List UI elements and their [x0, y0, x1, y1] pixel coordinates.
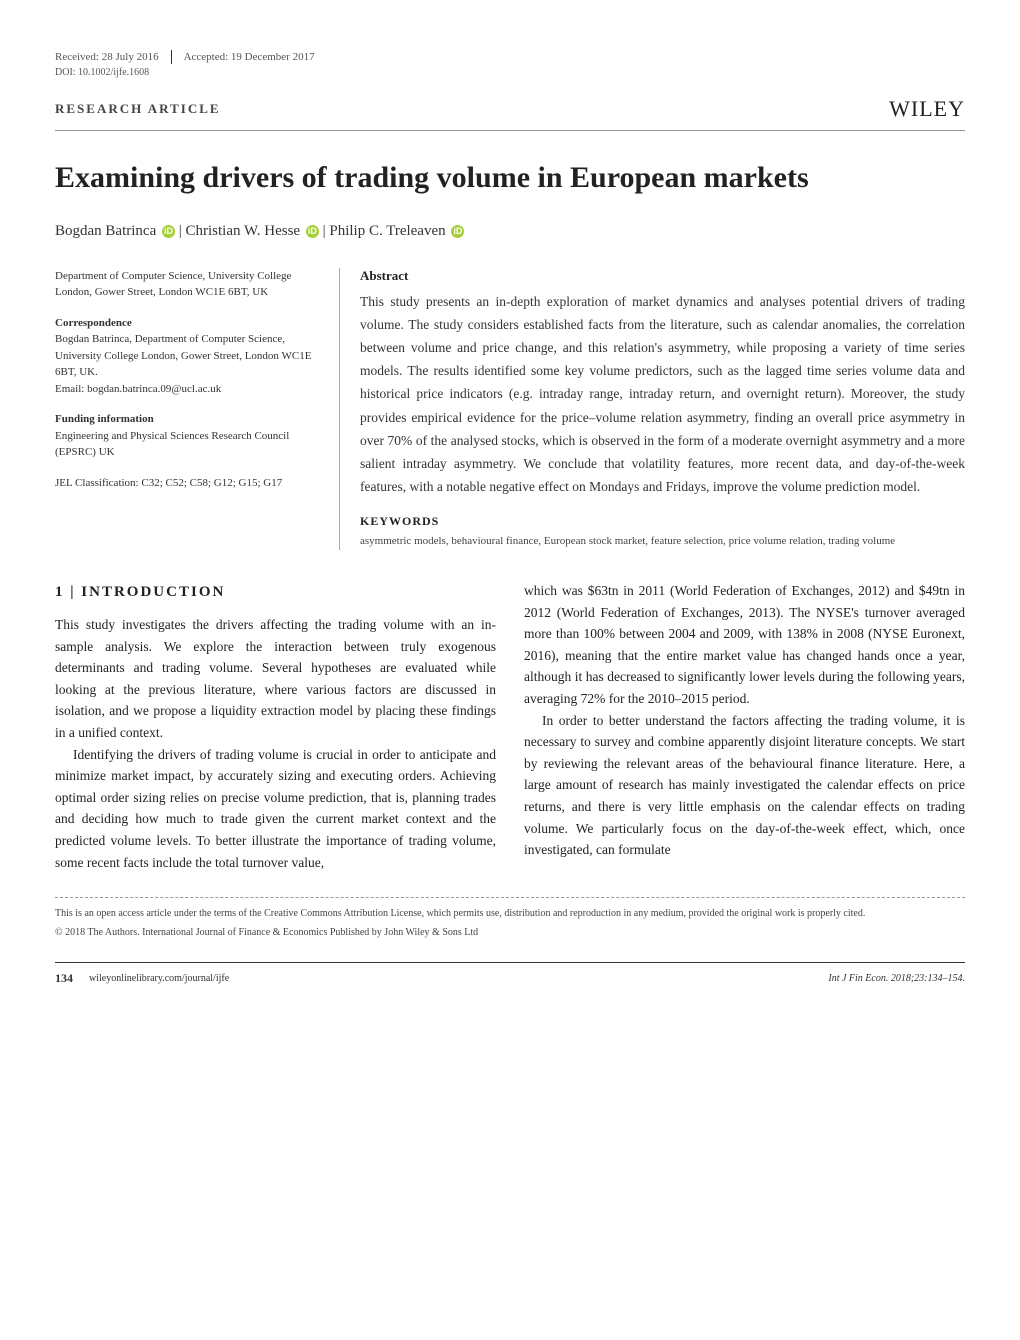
- body-paragraph: This study investigates the drivers affe…: [55, 614, 496, 744]
- body-paragraph: In order to better understand the factor…: [524, 710, 965, 861]
- accepted-date: Accepted: 19 December 2017: [184, 51, 315, 63]
- affiliation-block: Department of Computer Science, Universi…: [55, 268, 315, 301]
- page-footer: 134 wileyonlinelibrary.com/journal/ijfe …: [55, 962, 965, 986]
- author-2: Christian W. Hesse: [186, 223, 301, 239]
- body-paragraph: Identifying the drivers of trading volum…: [55, 744, 496, 874]
- body-column-left: 1 | INTRODUCTION This study investigates…: [55, 580, 496, 873]
- funding-text: Engineering and Physical Sciences Resear…: [55, 428, 315, 461]
- keywords-text: asymmetric models, behavioural finance, …: [360, 533, 965, 550]
- body-columns: 1 | INTRODUCTION This study investigates…: [55, 580, 965, 873]
- doi-text: DOI: 10.1002/ijfe.1608: [55, 67, 965, 78]
- article-type-row: RESEARCH ARTICLE WILEY: [55, 96, 965, 131]
- authors-line: Bogdan Batrinca iD | Christian W. Hesse …: [55, 223, 965, 240]
- license-text: This is an open access article under the…: [55, 906, 965, 921]
- footer-citation: Int J Fin Econ. 2018;23:134–154.: [828, 973, 965, 984]
- email-address[interactable]: bogdan.batrinca.09@ucl.ac.uk: [87, 383, 221, 395]
- funding-heading: Funding information: [55, 411, 315, 428]
- orcid-icon[interactable]: iD: [162, 225, 175, 238]
- orcid-icon[interactable]: iD: [306, 225, 319, 238]
- author-1: Bogdan Batrinca: [55, 223, 156, 239]
- publisher-logo: WILEY: [889, 96, 965, 122]
- correspondence-block: Correspondence Bogdan Batrinca, Departme…: [55, 315, 315, 398]
- copyright-text: © 2018 The Authors. International Journa…: [55, 927, 965, 938]
- header-separator: [171, 50, 172, 64]
- keywords-heading: KEYWORDS: [360, 514, 965, 529]
- page-number: 134: [55, 971, 73, 986]
- abstract-column: Abstract This study presents an in-depth…: [339, 268, 965, 550]
- abstract-heading: Abstract: [360, 268, 965, 284]
- email-label: Email:: [55, 383, 87, 395]
- article-type-label: RESEARCH ARTICLE: [55, 101, 221, 117]
- jel-codes: C32; C52; C58; G12; G15; G17: [141, 477, 282, 489]
- author-separator: |: [179, 223, 186, 239]
- footer-left: 134 wileyonlinelibrary.com/journal/ijfe: [55, 971, 229, 986]
- author-3: Philip C. Treleaven: [329, 223, 445, 239]
- abstract-text: This study presents an in-depth explorat…: [360, 290, 965, 499]
- jel-label: JEL Classification:: [55, 477, 141, 489]
- orcid-icon[interactable]: iD: [451, 225, 464, 238]
- license-separator: [55, 897, 965, 898]
- meta-column: Department of Computer Science, Universi…: [55, 268, 315, 550]
- funding-block: Funding information Engineering and Phys…: [55, 411, 315, 461]
- article-title: Examining drivers of trading volume in E…: [55, 159, 965, 197]
- meta-abstract-row: Department of Computer Science, Universi…: [55, 268, 965, 550]
- body-paragraph: which was $63tn in 2011 (World Federatio…: [524, 580, 965, 710]
- journal-url[interactable]: wileyonlinelibrary.com/journal/ijfe: [89, 973, 229, 984]
- correspondence-text: Bogdan Batrinca, Department of Computer …: [55, 331, 315, 381]
- section-1-heading: 1 | INTRODUCTION: [55, 580, 496, 604]
- received-date: Received: 28 July 2016: [55, 51, 159, 63]
- affiliation-text: Department of Computer Science, Universi…: [55, 270, 291, 299]
- email-line: Email: bogdan.batrinca.09@ucl.ac.uk: [55, 381, 315, 398]
- received-accepted-row: Received: 28 July 2016 Accepted: 19 Dece…: [55, 50, 965, 64]
- jel-block: JEL Classification: C32; C52; C58; G12; …: [55, 475, 315, 492]
- correspondence-heading: Correspondence: [55, 315, 315, 332]
- body-column-right: which was $63tn in 2011 (World Federatio…: [524, 580, 965, 873]
